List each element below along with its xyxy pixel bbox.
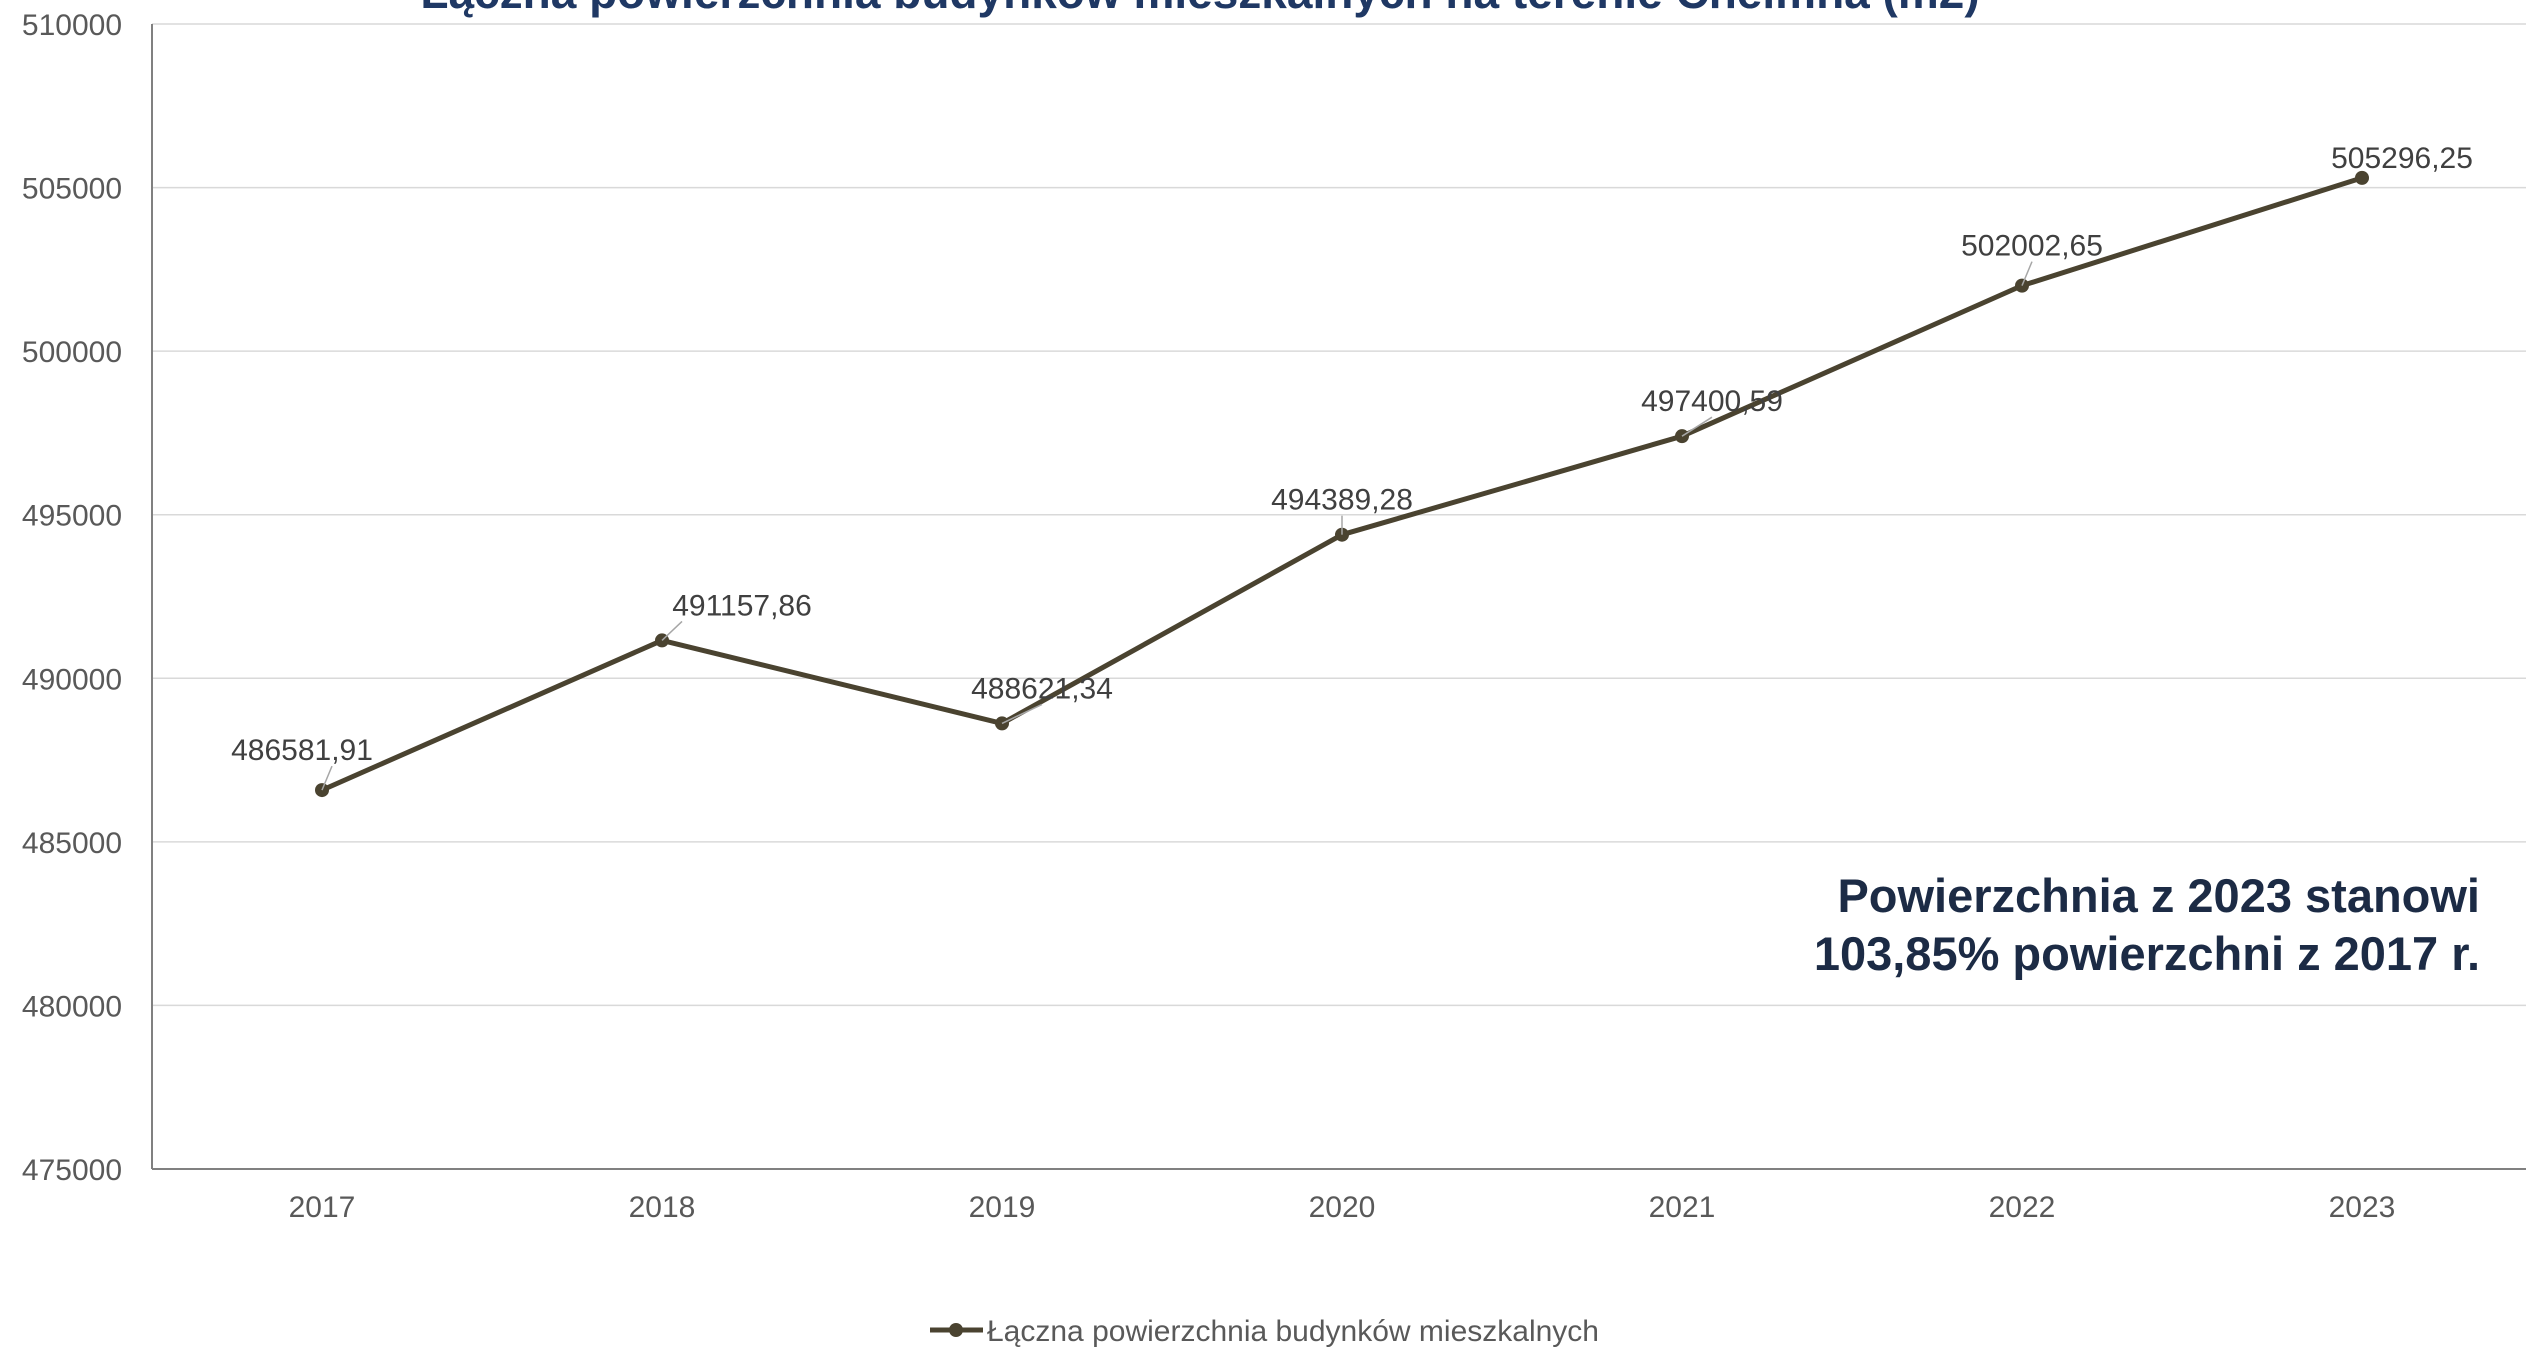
data-label-leader-2018 xyxy=(661,620,683,641)
y-tick-label-505000: 505000 xyxy=(22,173,122,206)
x-tick-label-2017: 2017 xyxy=(289,1191,356,1224)
y-tick-label-485000: 485000 xyxy=(22,827,122,860)
data-label-leader-2019 xyxy=(1001,703,1043,725)
x-tick-label-2021: 2021 xyxy=(1649,1191,1716,1224)
x-tick-label-2022: 2022 xyxy=(1989,1191,2056,1224)
x-tick-label-2019: 2019 xyxy=(969,1191,1036,1224)
data-label-2018: 491157,86 xyxy=(672,589,812,622)
data-point-2023 xyxy=(2355,170,2369,185)
y-tick-label-490000: 490000 xyxy=(22,663,122,696)
data-label-leader-2021 xyxy=(1681,416,1713,437)
x-axis-tick-labels: 2017 2018 2019 2020 2021 2022 2023 xyxy=(289,1191,2396,1224)
x-tick-label-2018: 2018 xyxy=(629,1191,696,1224)
data-label-2019: 488621,34 xyxy=(971,672,1113,705)
data-label-leader-2017 xyxy=(321,765,333,791)
legend: Łączna powierzchnia budynków mieszkalnyc… xyxy=(930,1315,1599,1347)
data-label-2022: 502002,65 xyxy=(1961,230,2103,263)
data-label-leader-2022 xyxy=(2021,261,2033,286)
data-label-2021: 497400,59 xyxy=(1641,385,1783,418)
data-labels: 486581,91 491157,86 488621,34 494389,28 4974… xyxy=(231,142,2473,791)
y-tick-label-480000: 480000 xyxy=(22,990,122,1023)
annotation-line-1: Powierzchnia z 2023 stanowi xyxy=(1837,869,2480,922)
y-tick-label-475000: 475000 xyxy=(22,1154,122,1187)
legend-label: Łączna powierzchnia budynków mieszkalnyc… xyxy=(987,1315,1599,1347)
annotation-line-2: 103,85% powierzchni z 2017 r. xyxy=(1814,927,2480,980)
data-label-2017: 486581,91 xyxy=(231,734,373,767)
chart-title: Łączna powierzchnia budynków mieszkalnyc… xyxy=(420,0,1979,18)
axes xyxy=(151,24,2526,1170)
y-tick-label-510000: 510000 xyxy=(22,9,122,42)
data-label-2023: 505296,25 xyxy=(2331,142,2473,175)
y-tick-label-500000: 500000 xyxy=(22,336,122,369)
y-tick-label-495000: 495000 xyxy=(22,500,122,533)
gridlines xyxy=(152,23,2526,1007)
x-tick-label-2023: 2023 xyxy=(2329,1191,2396,1224)
legend-marker-swatch xyxy=(949,1323,963,1337)
y-axis-tick-labels: 475000 480000 485000 490000 495000 500000 5050… xyxy=(22,9,122,1187)
x-tick-label-2020: 2020 xyxy=(1309,1191,1376,1224)
data-label-2020: 494389,28 xyxy=(1271,484,1413,517)
